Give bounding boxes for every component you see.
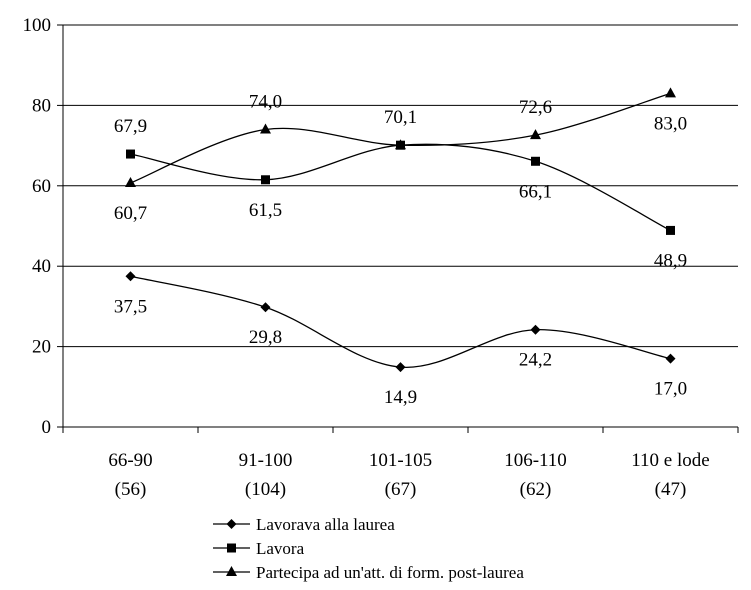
x-tick-count-label: (56)	[115, 479, 147, 500]
data-label: 29,8	[249, 327, 282, 348]
square-marker	[126, 149, 135, 159]
legend-diamond-icon	[226, 519, 237, 529]
data-label: 60,7	[114, 203, 147, 224]
data-label: 17,0	[654, 379, 687, 400]
y-tick-label: 40	[32, 256, 51, 277]
diamond-marker	[395, 362, 406, 373]
data-label: 74,0	[249, 92, 282, 113]
data-label: 70,1	[384, 107, 417, 128]
x-tick-count-label: (62)	[520, 479, 552, 500]
x-tick-count-label: (67)	[385, 479, 417, 500]
diamond-marker	[530, 324, 541, 335]
legend-label: Lavorava alla laurea	[256, 515, 395, 534]
square-marker	[261, 175, 270, 185]
y-tick-label: 100	[23, 15, 52, 36]
square-marker	[531, 156, 540, 166]
series-line-square	[130, 143, 671, 232]
triangle-marker	[395, 139, 406, 150]
axes	[62, 25, 738, 428]
legend: Lavorava alla laurea Lavora Partecipa ad u…	[213, 515, 524, 582]
data-label: 66,1	[519, 181, 552, 202]
legend-label: Lavora	[256, 539, 305, 558]
gridlines	[63, 24, 738, 348]
data-label: 48,9	[654, 250, 687, 271]
triangle-marker	[125, 176, 136, 187]
data-label: 67,9	[114, 116, 147, 137]
data-label: 37,5	[114, 296, 147, 317]
data-label: 14,9	[384, 387, 417, 408]
data-label: 24,2	[519, 350, 552, 371]
triangle-marker	[665, 87, 676, 98]
data-labels: 37,5 29,8 14,9 24,2 17,0 67,9 61,5 70,1 66,1 48,9…	[114, 92, 687, 409]
series-line-diamond	[130, 275, 671, 368]
y-tick-label: 60	[32, 176, 51, 197]
y-tick-label: 0	[42, 417, 52, 438]
triangle-marker	[530, 129, 541, 140]
diamond-marker	[260, 302, 271, 313]
legend-triangle-icon	[226, 566, 237, 576]
diamond-marker	[125, 271, 136, 282]
x-tick-count-label: (104)	[245, 479, 286, 500]
x-tick-label: 106-110	[504, 450, 567, 471]
y-axis-ticks: 0 20 40 60 80 100	[23, 15, 63, 438]
data-label: 83,0	[654, 113, 687, 134]
x-tick-label: 110 e lode	[631, 450, 709, 471]
y-tick-label: 80	[32, 95, 51, 116]
square-marker	[666, 225, 675, 235]
x-axis-ticks: 66-90 (56) 91-100 (104) 101-105 (67) 106-110 (6…	[62, 427, 739, 500]
diamond-marker	[665, 353, 676, 364]
data-label: 72,6	[519, 97, 552, 118]
x-tick-label: 101-105	[369, 450, 432, 471]
x-tick-count-label: (47)	[655, 479, 687, 500]
x-tick-label: 66-90	[108, 450, 152, 471]
legend-label: Partecipa ad un'att. di form. post-laure…	[256, 563, 524, 582]
series-markers	[125, 87, 676, 373]
legend-square-icon	[227, 543, 236, 553]
y-tick-label: 20	[32, 337, 51, 358]
data-label: 61,5	[249, 200, 282, 221]
series-lines	[130, 92, 671, 368]
x-tick-label: 91-100	[239, 450, 293, 471]
triangle-marker	[260, 123, 271, 134]
